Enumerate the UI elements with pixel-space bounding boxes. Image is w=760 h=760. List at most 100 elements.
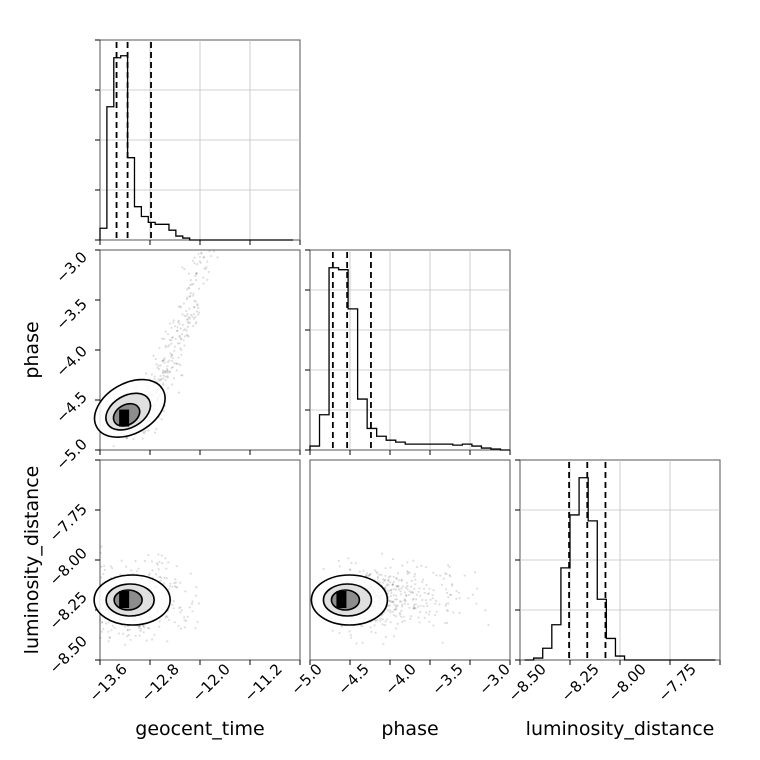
tick-label: −12.0 xyxy=(189,660,234,705)
scatter-point xyxy=(406,572,409,576)
scatter-point xyxy=(195,272,198,275)
scatter-point xyxy=(408,606,411,609)
scatter-point xyxy=(394,598,397,601)
scatter-point xyxy=(157,553,160,556)
scatter-point xyxy=(403,602,406,605)
scatter-point xyxy=(403,591,407,594)
scatter-point xyxy=(167,588,171,591)
scatter-point xyxy=(191,610,194,613)
scatter-point xyxy=(171,336,174,339)
scatter-point xyxy=(447,596,450,599)
scatter-point xyxy=(170,366,173,369)
scatter-point xyxy=(401,564,404,567)
scatter-point xyxy=(172,357,175,360)
scatter-point xyxy=(164,557,167,560)
scatter-point xyxy=(425,602,428,605)
scatter-point xyxy=(413,607,416,610)
scatter-point xyxy=(178,606,181,610)
scatter-point xyxy=(434,599,438,603)
scatter-point xyxy=(387,579,390,583)
scatter-point xyxy=(138,634,141,637)
scatter-point xyxy=(171,383,174,386)
scatter-point xyxy=(394,608,397,611)
scatter-point xyxy=(162,374,165,377)
scatter-point xyxy=(422,605,425,608)
scatter-point xyxy=(451,584,454,587)
scatter-point xyxy=(177,356,180,359)
scatter-point xyxy=(185,315,188,318)
scatter-point xyxy=(161,382,165,385)
scatter-point xyxy=(150,373,153,376)
scatter-point xyxy=(458,597,461,600)
scatter-point xyxy=(197,313,200,316)
scatter-point xyxy=(400,587,403,590)
scatter-point xyxy=(100,576,103,579)
scatter-point xyxy=(202,255,206,258)
scatter-point xyxy=(206,278,209,281)
scatter-point xyxy=(370,630,373,634)
scatter-point xyxy=(200,251,203,254)
scatter-point xyxy=(381,618,384,621)
scatter-point xyxy=(452,611,455,614)
scatter-point xyxy=(125,565,128,568)
scatter-point xyxy=(132,437,135,441)
scatter-point xyxy=(111,567,114,570)
scatter-point xyxy=(392,600,395,603)
scatter-point xyxy=(350,636,353,639)
lumdist-y-ticks: −7.75 −8.00 −8.25 −8.50 xyxy=(46,500,91,677)
scatter-point xyxy=(194,322,197,325)
scatter-point xyxy=(403,599,406,602)
scatter-point xyxy=(379,581,382,584)
scatter-point xyxy=(192,283,195,286)
scatter-point xyxy=(159,579,162,582)
scatter-point xyxy=(166,369,169,372)
scatter-point xyxy=(161,562,164,565)
scatter-point xyxy=(429,598,432,601)
scatter-point xyxy=(349,568,352,571)
lumdist-histogram xyxy=(524,462,716,661)
scatter-point xyxy=(162,369,165,372)
tick-label: −13.6 xyxy=(86,660,131,705)
scatter-point xyxy=(392,600,395,604)
scatter-point xyxy=(187,318,190,321)
scatter-point xyxy=(369,626,372,629)
scatter-point xyxy=(405,594,408,597)
scatter-point xyxy=(164,346,167,349)
scatter-point xyxy=(148,627,151,630)
scatter-point xyxy=(103,564,106,568)
scatter-point xyxy=(124,625,127,628)
scatter-point xyxy=(170,339,173,342)
scatter-point xyxy=(166,369,169,372)
scatter-point xyxy=(397,585,400,588)
scatter-point xyxy=(395,594,398,597)
scatter-point xyxy=(122,632,125,635)
scatter-point xyxy=(165,367,169,371)
scatter-point xyxy=(186,615,189,618)
scatter-point xyxy=(384,620,387,623)
scatter-point xyxy=(124,643,127,646)
scatter-point xyxy=(384,567,387,570)
scatter-point xyxy=(169,352,172,355)
scatter-point xyxy=(389,581,392,584)
scatter-point xyxy=(177,305,180,308)
tick-label: −3.5 xyxy=(52,295,90,333)
scatter-point xyxy=(374,569,377,572)
scatter-point xyxy=(389,589,393,592)
scatter-point xyxy=(181,266,184,269)
scatter-point xyxy=(189,292,192,295)
scatter-point xyxy=(164,344,167,347)
tick-marks xyxy=(519,660,721,665)
scatter-point xyxy=(141,624,145,627)
scatter-point xyxy=(156,562,159,565)
scatter-point xyxy=(207,270,210,274)
scatter-point xyxy=(182,329,185,332)
scatter-point xyxy=(340,625,343,628)
scatter-point xyxy=(178,335,181,339)
tick-label: −3.5 xyxy=(428,660,466,698)
scatter-point xyxy=(198,287,201,290)
scatter-point xyxy=(186,334,189,337)
scatter-point xyxy=(147,429,150,432)
scatter-point xyxy=(161,359,164,362)
scatter-point xyxy=(471,593,474,596)
time-lumdist-scatter xyxy=(93,545,200,646)
